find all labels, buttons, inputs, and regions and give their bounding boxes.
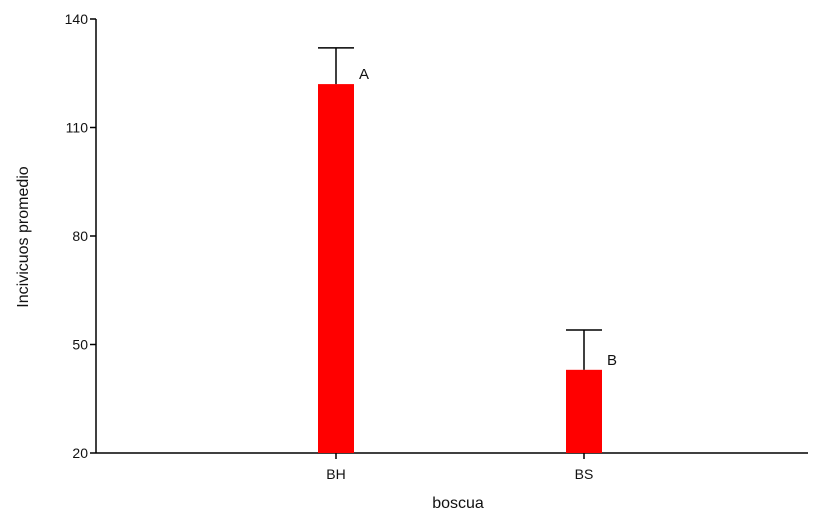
x-tick-label: BS [575, 466, 594, 482]
bar-bs [566, 369, 602, 453]
y-tick-label: 50 [72, 337, 88, 353]
x-tick-label: BH [326, 466, 345, 482]
significance-letter: B [607, 352, 617, 369]
y-tick-label: 110 [66, 120, 89, 136]
y-tick-label: 80 [72, 228, 88, 244]
y-tick-label: 140 [65, 11, 89, 27]
y-tick-label: 20 [72, 445, 88, 461]
annotations: AB [359, 66, 617, 369]
significance-letter: A [359, 66, 369, 83]
x-axis-label: boscua [432, 495, 484, 512]
error-bars [318, 47, 602, 370]
y-axis-label: Incivicuos promedio [15, 166, 32, 308]
bars [318, 84, 602, 453]
bar-bh [318, 84, 354, 453]
axes [95, 19, 808, 454]
y-ticks: 20 50 80 110 140 [65, 11, 96, 461]
x-ticks: BH BS [326, 453, 593, 482]
